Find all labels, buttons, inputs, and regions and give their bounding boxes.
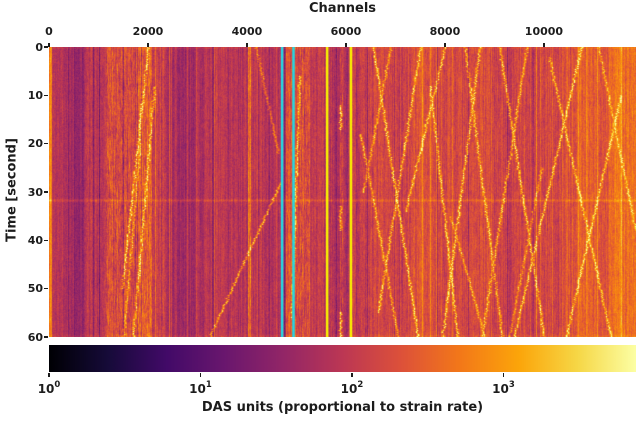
y-tick-mark	[44, 94, 48, 96]
x-tick-label: 2000	[132, 25, 164, 38]
y-tick-label: 40	[27, 233, 43, 247]
y-tick-label: 20	[27, 137, 43, 151]
x-tick-label: 0	[45, 25, 53, 38]
colorbar-tick-mark	[199, 373, 202, 377]
colorbar-tick-mark	[502, 373, 505, 377]
x-axis-title: Channels	[308, 1, 377, 16]
x-tick-mark	[147, 43, 149, 47]
y-tick-mark	[44, 143, 48, 145]
y-tick-mark	[44, 239, 48, 241]
y-tick-mark	[44, 191, 48, 193]
colorbar-tick-mark	[351, 373, 353, 377]
colorbar-tick-mark	[48, 373, 50, 377]
y-tick-mark	[44, 336, 48, 338]
colorbar-tick-label: 103	[492, 380, 515, 396]
colorbar-canvas	[49, 345, 636, 372]
y-tick-label: 30	[27, 185, 43, 199]
y-tick-label: 60	[27, 330, 43, 344]
x-tick-mark	[444, 43, 446, 47]
x-tick-label: 6000	[330, 25, 362, 38]
colorbar-tick-label: 101	[189, 380, 212, 396]
y-tick-label: 0	[35, 40, 43, 54]
x-tick-mark	[246, 43, 248, 47]
x-tick-label: 4000	[231, 25, 263, 38]
colorbar-tick-label: 102	[340, 380, 364, 396]
y-tick-label: 50	[27, 282, 43, 296]
x-tick-label: 10000	[524, 25, 564, 38]
x-tick-mark	[345, 43, 347, 47]
x-tick-label: 8000	[429, 25, 461, 38]
y-tick-label: 10	[27, 88, 43, 102]
colorbar-label: DAS units (proportional to strain rate)	[201, 400, 484, 415]
x-tick-mark	[543, 43, 545, 47]
x-tick-mark	[48, 43, 50, 47]
y-tick-mark	[44, 288, 48, 290]
das-heatmap-canvas	[49, 47, 636, 337]
colorbar-tick-label: 100	[37, 380, 61, 396]
y-tick-mark	[44, 46, 48, 48]
